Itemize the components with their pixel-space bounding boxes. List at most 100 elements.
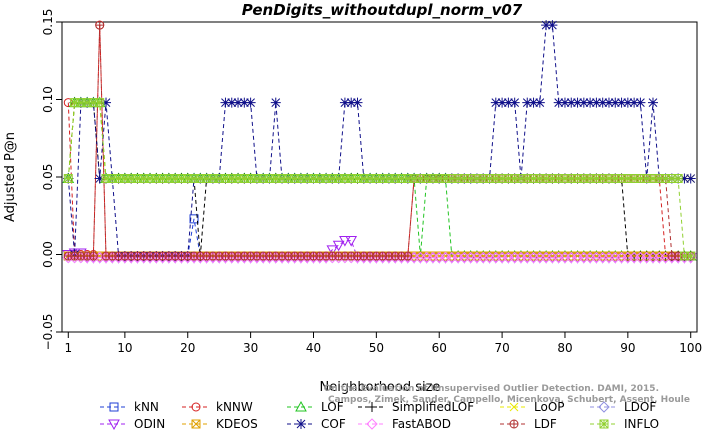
legend-label: FastABOD	[392, 417, 451, 431]
legend-label: KDEOS	[216, 417, 258, 431]
point-cof	[629, 97, 640, 108]
point-cof	[685, 173, 696, 184]
point-cof	[603, 97, 614, 108]
point-inflo	[686, 251, 696, 261]
watermark-line-2: Campos, Zimek, Sander, Campello, Micenko…	[328, 395, 690, 405]
series-line-knnw	[67, 25, 691, 257]
point-cof	[270, 97, 281, 108]
point-cof	[534, 97, 545, 108]
legend-item-cof: COF	[287, 417, 346, 431]
point-cof	[528, 97, 539, 108]
legend-label: kNNW	[216, 400, 253, 414]
point-cof	[585, 97, 596, 108]
point-cof	[522, 97, 533, 108]
x-tick-label: 50	[369, 341, 384, 355]
point-inflo	[95, 98, 105, 108]
legend-label: COF	[321, 417, 346, 431]
point-inflo	[63, 174, 73, 184]
legend-marker	[108, 419, 120, 431]
x-tick-label: 30	[243, 341, 258, 355]
x-tick-label: 100	[679, 341, 702, 355]
series-line-cof	[67, 24, 691, 257]
legend-item-knn: kNN	[100, 400, 159, 414]
point-cof	[547, 20, 558, 31]
series-line-knn	[68, 218, 691, 257]
point-cof	[245, 97, 256, 108]
point-cof	[226, 97, 237, 108]
x-tick-label: 80	[557, 341, 572, 355]
legend-label: kNN	[134, 400, 159, 414]
watermark: On the Evaluation of Unsupervised Outlie…	[324, 384, 690, 405]
point-odin	[345, 236, 358, 247]
x-tick-label: 90	[620, 341, 635, 355]
x-tick-label: 10	[117, 341, 132, 355]
legend-label: LDF	[534, 417, 557, 431]
point-cof	[233, 97, 244, 108]
point-cof	[220, 97, 231, 108]
point-odin	[339, 236, 351, 247]
legend-marker	[367, 402, 377, 412]
point-cof	[622, 97, 633, 108]
y-tick-label: 0.00	[41, 241, 55, 268]
point-cof	[597, 97, 608, 108]
legend-marker	[109, 402, 119, 412]
point-odin	[326, 245, 339, 256]
legend-label: SimplifiedLOF	[392, 400, 474, 414]
legend-marker	[191, 402, 201, 412]
legend-item-kdeos: KDEOS	[182, 417, 258, 431]
point-cof	[679, 173, 690, 184]
y-tick-label: 0.15	[41, 9, 55, 36]
point-cof	[610, 97, 621, 108]
x-tick-label: 40	[306, 341, 321, 355]
y-tick-label: 0.05	[41, 164, 55, 191]
y-tick-label: −0.05	[41, 314, 55, 351]
point-cof	[635, 97, 646, 108]
x-tick-label: 70	[494, 341, 509, 355]
point-cof	[572, 97, 583, 108]
y-tick-label: 0.10	[41, 86, 55, 113]
legend-item-loop: LoOP	[500, 400, 565, 414]
point-cof	[490, 97, 501, 108]
point-cof	[647, 97, 658, 108]
legend-label: INFLO	[624, 417, 659, 431]
legend-label: LoOP	[534, 400, 565, 414]
legend-item-knnw: kNNW	[182, 400, 253, 414]
x-tick-label: 60	[432, 341, 447, 355]
series-line-ldf	[68, 25, 691, 257]
y-axis: −0.05 0.00 0.05 0.10 0.15	[41, 9, 62, 351]
legend-label: LDOF	[624, 400, 656, 414]
legend: kNN kNNW LOF SimplifiedLOF LoOP LDOF ODIN KDEOS…	[100, 400, 659, 431]
point-knn	[189, 214, 199, 224]
point-cof	[566, 97, 577, 108]
legend-label: LOF	[321, 400, 344, 414]
point-cof	[578, 97, 589, 108]
point-ldf	[88, 251, 98, 261]
point-cof	[559, 97, 570, 108]
point-ldf	[95, 20, 105, 30]
point-cof	[94, 173, 105, 184]
legend-label: ODIN	[134, 417, 165, 431]
point-cof	[352, 97, 363, 108]
legend-item-lof: LOF	[287, 400, 344, 414]
legend-marker	[296, 419, 306, 429]
point-cof	[497, 97, 508, 108]
point-ldf	[403, 251, 413, 261]
watermark-line-1: On the Evaluation of Unsupervised Outlie…	[324, 384, 659, 394]
series-layer	[62, 20, 697, 264]
point-cof	[346, 97, 357, 108]
point-cof	[553, 97, 564, 108]
x-tick-label: 1	[64, 341, 72, 355]
y-axis-label: Adjusted P@n	[3, 132, 18, 222]
legend-marker	[509, 402, 519, 412]
legend-item-simplifiedlof: SimplifiedLOF	[358, 400, 474, 414]
point-cof	[339, 97, 350, 108]
point-inflo	[673, 174, 683, 184]
legend-item-fastabod: FastABOD	[358, 417, 451, 431]
legend-marker	[599, 419, 609, 429]
point-odin	[332, 240, 345, 252]
series-knnw	[63, 20, 696, 261]
legend-marker	[295, 400, 307, 412]
legend-marker	[366, 418, 378, 430]
series-cof	[63, 20, 696, 262]
